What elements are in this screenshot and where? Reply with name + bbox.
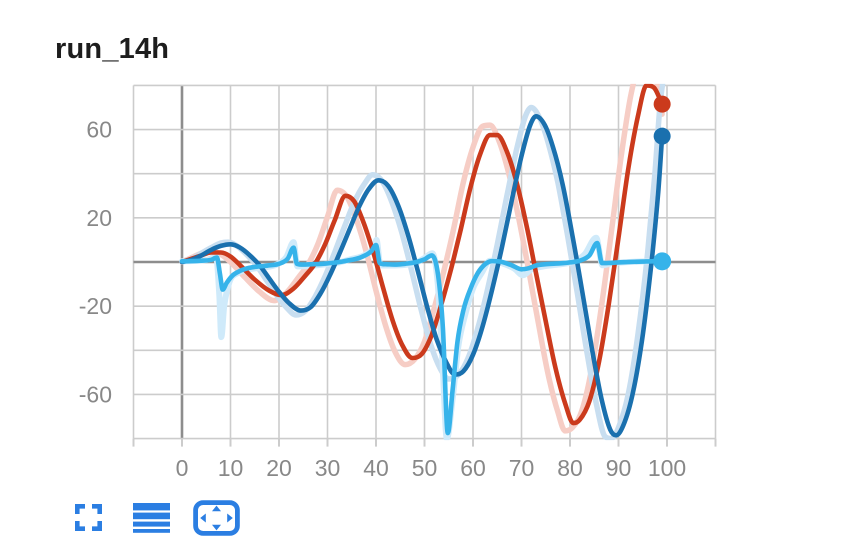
series-line-red_smooth: [179, 83, 665, 426]
x-tick-label: 70: [509, 455, 535, 481]
end-dot-red_smooth: [653, 95, 671, 113]
series-lines: [179, 83, 666, 441]
x-tick-label: 40: [363, 455, 389, 481]
series-line-blue_smooth: [179, 114, 665, 438]
x-tick-label: 0: [176, 455, 189, 481]
x-tick-label: 10: [218, 455, 244, 481]
pan-icon: [193, 500, 240, 536]
fullscreen-button[interactable]: [75, 504, 102, 531]
x-tick-label: 90: [606, 455, 632, 481]
axis-labels: 0 10 20 30 40 50 60 70 80 90 100 60 20 -20 -60: [79, 117, 686, 481]
y-tick-label: 60: [86, 117, 112, 143]
end-dot-blue_smooth: [653, 127, 671, 145]
y-tick-label: -20: [79, 293, 112, 319]
series-line-blue_raw: [179, 83, 666, 441]
x-tick-label: 80: [557, 455, 583, 481]
legend-icon: [133, 503, 170, 533]
series-line-cyan_smooth: [179, 240, 665, 436]
x-tick-label: 100: [648, 455, 686, 481]
x-tick-label: 20: [266, 455, 292, 481]
legend-button[interactable]: [133, 503, 170, 534]
chart-title: run_14h: [55, 33, 170, 65]
end-dot-cyan_smooth: [653, 252, 672, 271]
y-tick-label: -60: [79, 381, 112, 407]
x-tick-label: 60: [460, 455, 486, 481]
y-tick-label: 20: [86, 205, 112, 231]
x-tick-label: 50: [412, 455, 438, 481]
x-tick-label: 30: [315, 455, 341, 481]
fullscreen-icon: [75, 504, 102, 531]
pan-button[interactable]: [193, 500, 240, 536]
